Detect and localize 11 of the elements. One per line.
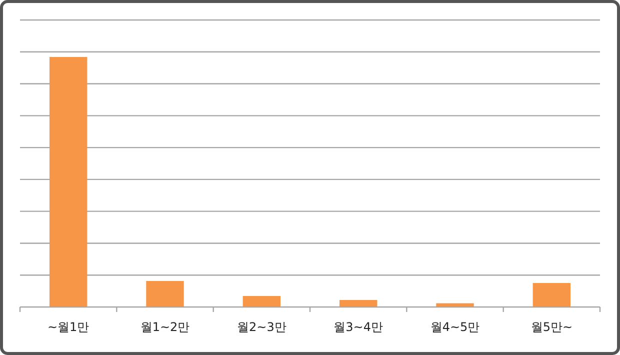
- bar: [532, 283, 571, 307]
- bar: [242, 296, 281, 307]
- bar: [49, 57, 88, 307]
- bar: [339, 300, 378, 307]
- x-tick-label: 월1~2만: [140, 320, 190, 334]
- bar: [146, 281, 184, 307]
- x-tick-label: ~월1만: [47, 320, 90, 334]
- x-tick-label: 월2~3만: [237, 320, 286, 334]
- x-tick-label: 월3~4만: [334, 320, 383, 334]
- x-tick-label: 월4~5만: [430, 320, 480, 334]
- x-tick-label: 월5만~: [530, 320, 573, 334]
